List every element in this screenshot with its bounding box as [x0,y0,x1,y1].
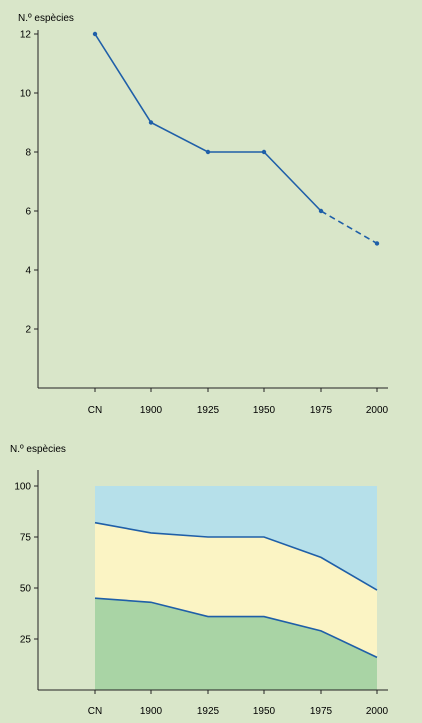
area-chart-lower-line [94,597,378,659]
area-chart-band-top [95,486,377,591]
line-chart: N.º espècies 2 4 6 8 10 12 CN 1900 1925 1950 1975 2… [18,13,389,416]
line-chart-y-tick-label: 12 [20,30,32,41]
line-chart-point [205,149,211,155]
area-chart: N.º espècies 25 50 75 100 CN 1900 1925 1950 1975… [10,444,389,717]
area-chart-x-tick-label: 1950 [253,706,276,717]
area-chart-x-tick-label: CN [88,706,102,717]
area-chart-band-middle [95,522,377,658]
line-chart-point [148,120,154,125]
line-chart-point [92,31,98,37]
area-chart-y-tick-label: 100 [14,482,31,493]
line-chart-x-tick-label: 1925 [197,405,220,416]
line-chart-y-tick-label: 8 [25,148,31,159]
area-chart-band-bottom [95,598,377,690]
line-chart-x-tick-label: 2000 [366,405,389,416]
area-chart-x-tick-label: 1900 [140,706,163,717]
line-chart-point [261,149,267,155]
line-chart-series-line [94,33,322,212]
line-chart-dashed-segment [320,210,378,245]
line-chart-x-tick-label: 1950 [253,405,276,416]
line-chart-point [318,208,324,214]
line-chart-point [374,241,380,246]
area-chart-y-tick-label: 75 [20,533,32,544]
line-chart-x-tick-label: 1900 [140,405,163,416]
area-chart-y-tick-label: 50 [20,584,32,595]
line-chart-y-tick-label: 6 [25,207,31,218]
line-chart-x-tick-label: 1975 [310,405,333,416]
line-chart-y-tick-label: 10 [20,89,32,100]
line-chart-y-tick-label: 4 [25,266,31,277]
area-chart-upper-line [94,521,378,591]
area-chart-y-tick-label: 25 [20,635,32,646]
line-chart-ylabel: N.º espècies [18,13,74,24]
area-chart-x-tick-label: 2000 [366,706,389,717]
area-chart-x-tick-label: 1975 [310,706,333,717]
area-chart-x-tick-label: 1925 [197,706,220,717]
line-chart-y-tick-label: 2 [25,325,31,336]
line-chart-x-tick-label: CN [88,405,102,416]
area-chart-ylabel: N.º espècies [10,444,66,455]
